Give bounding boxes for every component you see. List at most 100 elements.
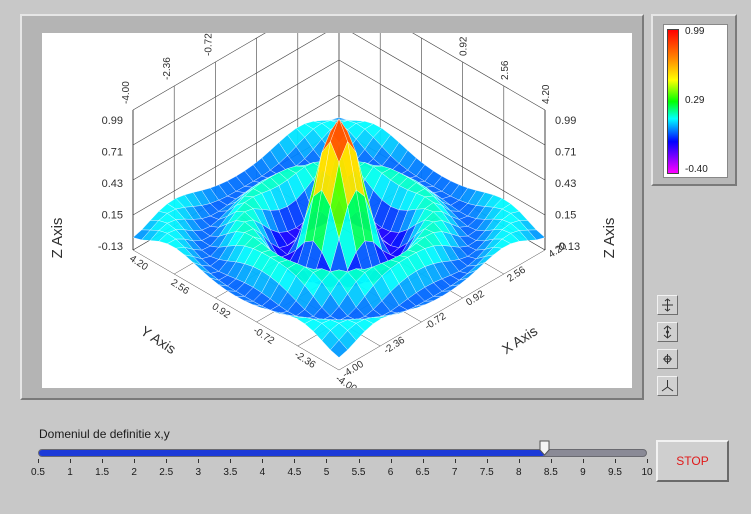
slider-tick-label: 2 xyxy=(131,467,137,478)
slider-tick-mark xyxy=(102,459,104,463)
ramp-max-label: 0.99 xyxy=(685,26,705,37)
z-tick-label-left: 0.71 xyxy=(102,146,123,158)
slider-tick-label: 5 xyxy=(323,467,330,478)
z-tick-label-right: 0.43 xyxy=(555,178,576,190)
grid-line xyxy=(412,33,546,111)
grid-line xyxy=(338,249,546,371)
x-tick-label-top: -2.36 xyxy=(162,57,173,80)
slider-tick-mark xyxy=(582,459,584,463)
slider-tick-label: 6.5 xyxy=(415,467,430,478)
slider-tick-label: 4 xyxy=(259,467,266,478)
y-tick-label-top: 0.92 xyxy=(459,36,470,56)
y-tick-label-bottom: -4.00 xyxy=(341,359,366,381)
zoom-tool-button[interactable] xyxy=(657,322,678,342)
slider-tick-label: 1 xyxy=(67,467,73,478)
grid-line xyxy=(132,33,326,146)
grid-line xyxy=(132,33,266,111)
slider-tick-mark xyxy=(326,459,328,463)
y-tick-label-bottom: 0.92 xyxy=(464,288,487,308)
z-tick-label-right: -0.13 xyxy=(555,241,580,253)
slider-tick-mark xyxy=(294,459,296,463)
slider-fill xyxy=(39,450,546,456)
zoom-icon xyxy=(663,325,672,339)
z-axis-title-left: Z Axis xyxy=(49,218,66,259)
y-tick-label-bottom: -2.36 xyxy=(382,335,407,357)
grid-line xyxy=(352,33,546,146)
slider-tick-mark xyxy=(166,459,168,463)
z-axis-title-right: Z Axis xyxy=(601,218,618,259)
grid-line xyxy=(132,94,340,216)
slider-tick-mark xyxy=(454,459,456,463)
surface-patch xyxy=(330,339,348,358)
slider-tick-label: 2.5 xyxy=(159,467,174,478)
z-tick-label-right: 0.99 xyxy=(555,115,576,127)
y-tick-label-bottom: 2.56 xyxy=(505,264,528,284)
rotate-tool-button[interactable] xyxy=(657,349,678,369)
z-tick-label-left: -0.13 xyxy=(98,241,123,253)
x-tick-label-bottom: -2.36 xyxy=(292,349,317,371)
slider-tick-mark xyxy=(358,459,360,463)
x-tick-label-bottom: 2.56 xyxy=(169,277,192,297)
slider-tick-mark xyxy=(550,459,552,463)
slider-tick-label: 5.5 xyxy=(351,467,366,478)
color-ramp-bar xyxy=(667,29,679,174)
slider-tick-label: 1.5 xyxy=(95,467,110,478)
grid-line xyxy=(132,59,340,181)
slider-tick-label: 7.5 xyxy=(479,467,494,478)
z-tick-label-right: 0.71 xyxy=(555,146,576,158)
slider-tick-label: 9 xyxy=(580,467,586,478)
slider-tick-mark xyxy=(38,459,39,463)
stop-button[interactable]: STOP xyxy=(656,440,729,482)
grid-line xyxy=(338,59,546,181)
y-tick-label-bottom: -0.72 xyxy=(423,311,448,333)
x-tick-label-bottom: 4.20 xyxy=(127,253,150,273)
slider-tick-label: 8 xyxy=(516,467,522,478)
y-tick-label-top: 4.20 xyxy=(541,84,552,104)
slider-tick-label: 7 xyxy=(451,467,458,478)
plot-area[interactable]: 4.20 2.56 0.92 -0.72 -2.36 -4.00 -4.00 -2.36 -0.… xyxy=(42,33,632,388)
slider-tick-mark xyxy=(518,459,520,463)
slider-tick-mark xyxy=(134,459,136,463)
axis-tool-button[interactable] xyxy=(657,376,678,396)
grid-line xyxy=(132,249,340,371)
slider-tick-mark xyxy=(198,459,200,463)
slider-tick-label: 0.5 xyxy=(31,467,45,478)
slider-tick-mark xyxy=(486,459,488,463)
x-axis-title-bottom: X Axis xyxy=(499,323,540,358)
slider-tick-mark xyxy=(647,459,648,463)
slider-tick-label: 8.5 xyxy=(543,467,558,478)
slider-tick-label: 9.5 xyxy=(607,467,622,478)
x-tick-label-top: -0.72 xyxy=(203,33,214,56)
slider-tick-label: 4.5 xyxy=(287,467,302,478)
y-tick-label-top: 2.56 xyxy=(500,60,511,80)
slider-tick-mark xyxy=(390,459,392,463)
slider-tick-mark xyxy=(230,459,232,463)
slider-label: Domeniul de definitie x,y xyxy=(39,427,170,441)
x-tick-label-bottom: 0.92 xyxy=(210,301,233,321)
color-ramp: 0.99 0.29 -0.40 xyxy=(663,24,728,178)
z-tick-label-right: 0.15 xyxy=(555,209,576,221)
slider-tick-label: 10 xyxy=(641,467,653,478)
pan-icon xyxy=(662,298,673,312)
slider-track[interactable] xyxy=(38,449,647,457)
surface-plot[interactable]: 4.20 2.56 0.92 -0.72 -2.36 -4.00 -4.00 -2.36 -0.… xyxy=(42,33,632,388)
color-ramp-frame: 0.99 0.29 -0.40 xyxy=(651,14,737,186)
ramp-min-label: -0.40 xyxy=(685,164,708,175)
slider-tick-mark xyxy=(70,459,72,463)
slider-thumb[interactable] xyxy=(539,440,550,456)
rotate-icon xyxy=(663,354,672,364)
z-tick-label-left: 0.99 xyxy=(102,115,123,127)
axis-icon xyxy=(661,380,674,392)
x-tick-label-top: -4.00 xyxy=(121,81,132,104)
slider-tick-label: 3.5 xyxy=(223,467,238,478)
ramp-mid-label: 0.29 xyxy=(685,95,705,106)
y-axis-title-bottom: Y Axis xyxy=(138,323,179,357)
grid-line xyxy=(338,94,546,216)
slider-tick-label: 3 xyxy=(195,467,202,478)
slider-tick-mark xyxy=(614,459,616,463)
x-tick-label-bottom: -0.72 xyxy=(251,325,276,347)
slider-tick-mark xyxy=(262,459,264,463)
z-tick-label-left: 0.15 xyxy=(102,209,123,221)
slider-tick-label: 6 xyxy=(387,467,394,478)
pan-tool-button[interactable] xyxy=(657,295,678,315)
